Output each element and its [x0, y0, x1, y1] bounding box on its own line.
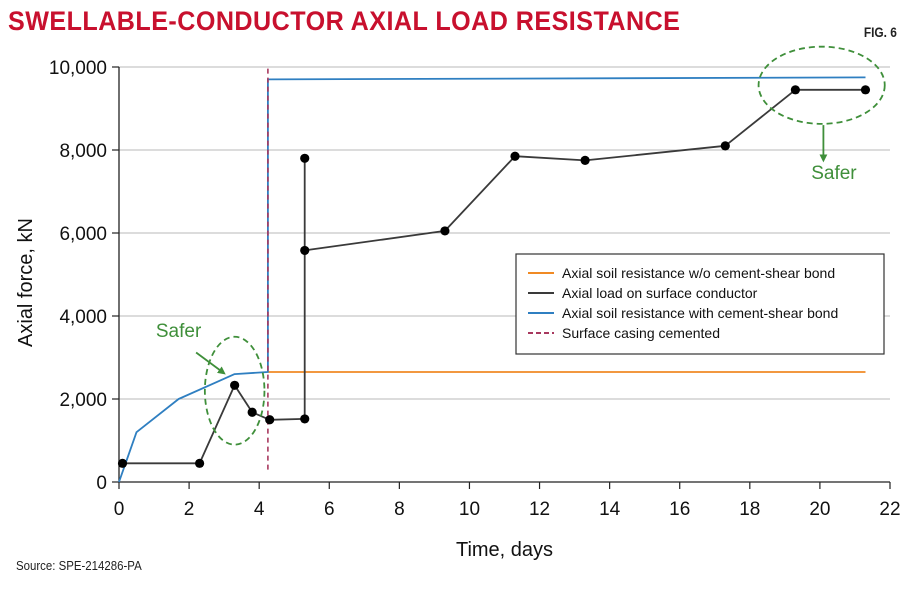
y-tick-label: 0: [96, 473, 107, 494]
x-tick-label: 20: [809, 499, 830, 520]
data-point: [720, 141, 730, 151]
x-tick-label: 16: [669, 499, 690, 520]
data-point: [300, 414, 310, 424]
data-point: [247, 407, 257, 417]
y-axis-label: Axial force, kN: [15, 218, 37, 347]
annotations: Safer Safer: [156, 45, 886, 446]
data-point: [860, 85, 871, 95]
safer-label: Safer: [811, 163, 857, 184]
axes: [118, 67, 890, 483]
x-tick-label: 6: [324, 499, 335, 520]
x-tick-label: 4: [254, 499, 265, 520]
data-point: [440, 226, 450, 236]
figure-number: FIG. 6: [863, 24, 897, 40]
series-lines: [117, 67, 871, 483]
safer-label: Safer: [156, 321, 202, 342]
legend-label: Axial load on surface conductor: [562, 285, 758, 301]
legend: Axial soil resistance w/o cement-shear b…: [515, 253, 885, 355]
x-tick-label: 18: [739, 499, 760, 520]
x-tick-label: 22: [879, 499, 900, 520]
x-tick-label: 8: [394, 499, 405, 520]
chart-title: SWELLABLE-CONDUCTOR AXIAL LOAD RESISTANC…: [8, 6, 681, 36]
legend-box: [515, 253, 885, 355]
data-point: [300, 153, 310, 163]
source-note: Source: SPE-214286-PA: [16, 558, 142, 573]
x-axis-label: Time, days: [456, 539, 553, 561]
y-tick-label: 8,000: [59, 141, 107, 162]
x-tick-label: 0: [114, 499, 125, 520]
y-tick-label: 10,000: [49, 58, 107, 79]
legend-label: Surface casing cemented: [562, 325, 720, 341]
safer-ellipse: [757, 45, 886, 125]
legend-label: Axial soil resistance w/o cement-shear b…: [562, 265, 835, 281]
y-tick-label: 4,000: [59, 307, 107, 328]
data-point: [790, 85, 800, 95]
y-tick-label: 2,000: [59, 390, 107, 411]
data-point: [195, 458, 205, 468]
y-axis-ticks: 0 2,000 4,000 6,000 8,000 10,000: [49, 58, 119, 494]
data-point: [117, 458, 128, 468]
x-axis-ticks: 0 2 4 6 8 10 12 14 16 18 20 22: [114, 482, 901, 520]
safer-arrow: [195, 351, 226, 375]
x-tick-label: 12: [529, 499, 550, 520]
data-point: [300, 245, 310, 256]
data-point: [580, 155, 590, 165]
x-tick-label: 14: [599, 499, 621, 520]
x-tick-label: 2: [184, 499, 195, 520]
data-point: [265, 415, 275, 425]
data-point: [510, 151, 520, 161]
x-tick-label: 10: [459, 499, 480, 520]
legend-label: Axial soil resistance with cement-shear …: [562, 305, 838, 321]
y-tick-label: 6,000: [59, 224, 107, 245]
safer-ellipse: [203, 335, 266, 446]
data-point: [230, 380, 240, 390]
series-line-1: [122, 88, 866, 465]
